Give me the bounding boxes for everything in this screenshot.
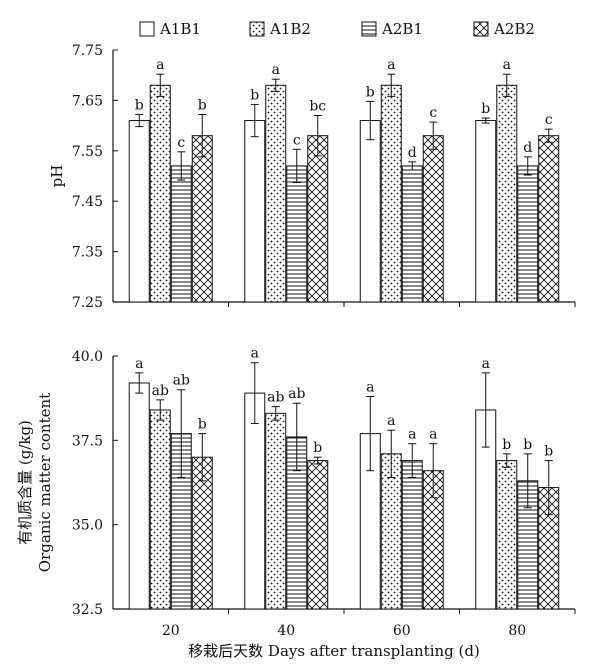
bar xyxy=(359,120,381,303)
y-tick-label: 7.45 xyxy=(72,194,103,210)
y-tick-label: 40.0 xyxy=(72,349,103,365)
significance-label: bc xyxy=(309,99,326,115)
bar xyxy=(401,460,423,610)
significance-label: b xyxy=(198,417,207,433)
significance-label: a xyxy=(429,427,437,443)
significance-label: b xyxy=(523,437,532,453)
bar xyxy=(475,120,497,303)
bar xyxy=(496,84,518,303)
bar xyxy=(538,135,560,303)
bar xyxy=(307,460,329,610)
bar xyxy=(128,120,150,303)
x-tick-label: 60 xyxy=(393,623,411,639)
legend-label: A2B2 xyxy=(493,20,535,38)
significance-label: ab xyxy=(173,373,190,389)
bar xyxy=(307,135,329,303)
significance-label: b xyxy=(198,98,207,114)
legend-label: A1B1 xyxy=(159,20,201,38)
y-tick-label: 7.65 xyxy=(72,93,103,109)
bar xyxy=(265,412,287,610)
significance-label: ab xyxy=(267,390,284,406)
bar xyxy=(265,84,287,303)
x-tick-label: 40 xyxy=(277,623,295,639)
significance-label: b xyxy=(250,87,259,103)
x-tick-label: 80 xyxy=(508,623,526,639)
bar xyxy=(149,84,171,303)
significance-label: c xyxy=(545,112,553,128)
legend-label: A1B2 xyxy=(269,20,311,38)
significance-label: ab xyxy=(152,383,169,399)
bar xyxy=(517,165,539,303)
significance-label: a xyxy=(503,57,511,73)
legend-swatch xyxy=(249,21,265,37)
significance-label: b xyxy=(481,101,490,117)
significance-label: c xyxy=(293,132,301,148)
y-tick-label: 32.5 xyxy=(72,602,103,618)
y-axis-title-english: Organic matter content xyxy=(36,393,54,572)
significance-label: a xyxy=(482,356,490,372)
significance-label: c xyxy=(177,135,185,151)
x-axis-title: 移栽后天数 Days after transplanting (d) xyxy=(188,642,480,660)
legend-item: A2B2 xyxy=(473,20,535,38)
bar xyxy=(286,165,308,303)
significance-label: b xyxy=(313,440,322,456)
legend-swatch xyxy=(139,21,155,37)
legend-item: A1B2 xyxy=(249,20,311,38)
y-tick-label: 7.75 xyxy=(72,43,103,59)
significance-label: b xyxy=(366,84,375,100)
significance-label: b xyxy=(135,98,144,114)
significance-label: c xyxy=(429,105,437,121)
legend-swatch xyxy=(473,21,489,37)
y-tick-label: 7.35 xyxy=(72,245,103,261)
x-tick-label: 20 xyxy=(162,623,180,639)
significance-label: a xyxy=(135,356,143,372)
bar xyxy=(496,460,518,610)
bar xyxy=(244,120,266,303)
bar xyxy=(244,392,266,610)
y-axis-title: pH xyxy=(48,165,66,188)
bar xyxy=(422,135,444,303)
significance-label: a xyxy=(272,62,280,78)
bar xyxy=(149,409,171,610)
bar xyxy=(380,84,402,303)
significance-label: d xyxy=(408,145,417,161)
legend-label: A2B1 xyxy=(381,20,423,38)
significance-label: a xyxy=(366,379,374,395)
bar xyxy=(128,382,150,610)
bar xyxy=(191,135,213,303)
bar xyxy=(170,165,192,303)
significance-label: a xyxy=(251,346,259,362)
y-tick-label: 7.25 xyxy=(72,295,103,311)
significance-label: ab xyxy=(288,386,305,402)
legend-swatch xyxy=(361,21,377,37)
legend-item: A1B1 xyxy=(139,20,201,38)
y-axis-title: 有机质含量 (g/kg) xyxy=(16,420,34,545)
significance-label: d xyxy=(523,140,532,156)
significance-label: a xyxy=(408,427,416,443)
significance-label: b xyxy=(502,437,511,453)
significance-label: a xyxy=(387,57,395,73)
significance-label: b xyxy=(544,444,553,460)
y-tick-label: 35.0 xyxy=(72,518,103,534)
significance-label: a xyxy=(156,57,164,73)
y-tick-label: 37.5 xyxy=(72,433,103,449)
bar xyxy=(401,165,423,303)
legend-item: A2B1 xyxy=(361,20,423,38)
y-tick-label: 7.55 xyxy=(72,144,103,160)
significance-label: a xyxy=(387,413,395,429)
